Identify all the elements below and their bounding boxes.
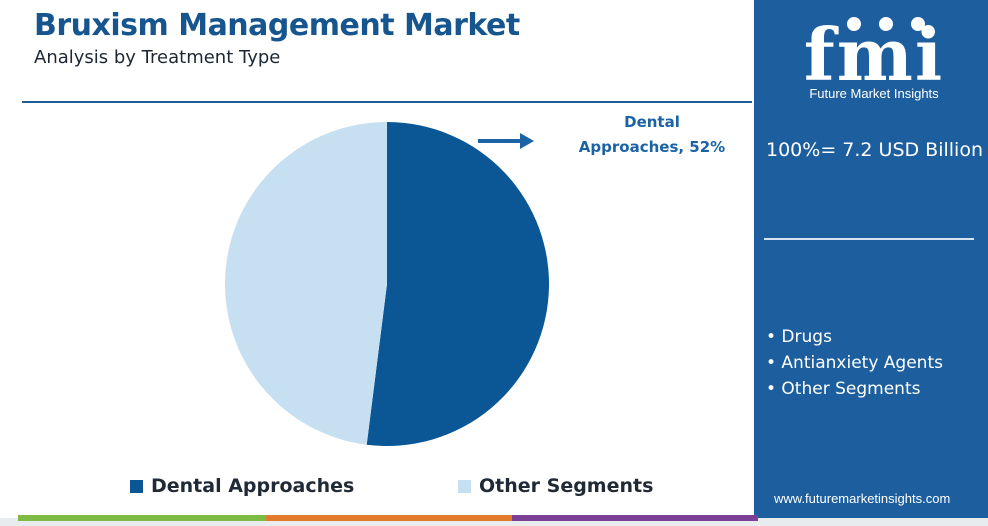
chart-title: Bruxism Management Market [34, 8, 520, 43]
pie-chart [224, 122, 549, 447]
title-divider [22, 101, 752, 103]
bar-segment-green [18, 515, 266, 521]
website-url: www.futuremarketinsights.com [774, 491, 951, 506]
segment-item: • Drugs [766, 327, 832, 347]
legend-label-dental: Dental Approaches [151, 475, 355, 497]
legend-label-other: Other Segments [479, 475, 654, 497]
bottom-color-bar [18, 515, 758, 521]
pie-data-label: Dental Approaches, 52% [562, 110, 742, 160]
legend-item-dental-approaches: Dental Approaches [130, 474, 354, 498]
market-total: 100%= 7.2 USD Billion [766, 139, 983, 161]
legend-swatch-dental [130, 479, 143, 493]
bar-segment-purple [512, 515, 758, 521]
callout-line-1: Dental [624, 113, 680, 131]
callout-arrow-icon [478, 133, 534, 149]
panel-divider [764, 238, 974, 240]
pie-slice-other-segments [224, 122, 387, 445]
chart-subtitle: Analysis by Treatment Type [34, 47, 281, 68]
callout-line-2: Approaches, 52% [578, 138, 726, 156]
segment-list: • Drugs • Antianxiety Agents • Other Seg… [766, 324, 980, 402]
svg-text:Future Market Insights: Future Market Insights [809, 86, 939, 101]
bar-segment-orange [266, 515, 512, 521]
segment-item: • Other Segments [766, 379, 921, 399]
segment-item: • Antianxiety Agents [766, 353, 943, 373]
fmi-logo: fmi Future Market Insights [804, 12, 943, 101]
info-panel: fmi Future Market Insights 100%= 7.2 USD… [754, 0, 988, 518]
pie-slice-dental-approaches [366, 122, 549, 447]
legend-item-other-segments: Other Segments [458, 474, 653, 498]
legend-swatch-other [458, 479, 471, 493]
